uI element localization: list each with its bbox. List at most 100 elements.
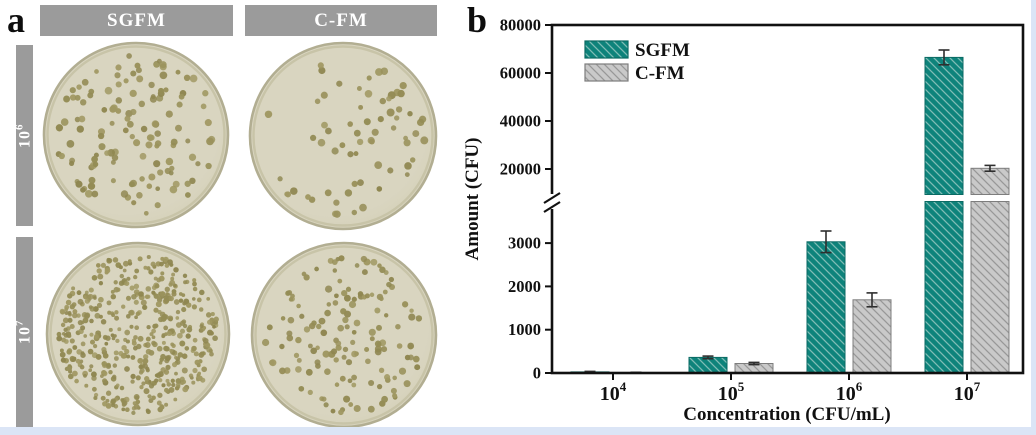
- colony-dot: [353, 151, 359, 157]
- colony-dot: [207, 319, 213, 325]
- colony-dot: [171, 382, 176, 388]
- colony-dot: [318, 66, 326, 75]
- colony-dot: [135, 375, 141, 381]
- colony-dot: [374, 161, 383, 169]
- colony-dot: [296, 357, 302, 363]
- colony-dot: [67, 311, 72, 315]
- colony-dot: [286, 330, 293, 337]
- colony-dot: [104, 86, 113, 95]
- colony-dot: [392, 375, 397, 381]
- colony-dot: [151, 120, 159, 128]
- colony-dot: [170, 276, 175, 281]
- colony-dot: [179, 340, 186, 347]
- colony-dot: [128, 309, 135, 316]
- colony-dot: [111, 374, 117, 380]
- colony-dot: [121, 344, 127, 351]
- colony-dot: [88, 287, 94, 293]
- colony-dot: [106, 300, 112, 306]
- colony-dot: [115, 97, 123, 104]
- colony-dot: [159, 291, 166, 297]
- colony-dot: [338, 409, 344, 416]
- x-tick-label-10e5: 105: [718, 379, 745, 405]
- colony-dot: [139, 176, 145, 182]
- colony-dot: [376, 324, 382, 331]
- colony-dot: [324, 309, 331, 317]
- colony-dot: [135, 311, 141, 317]
- colony-dot: [175, 382, 181, 388]
- colony-dot: [80, 352, 86, 358]
- colony-dot: [169, 185, 178, 194]
- colony-dot: [91, 190, 99, 198]
- colony-dot: [200, 103, 207, 110]
- colony-dot: [320, 329, 328, 337]
- colony-dot: [414, 364, 421, 371]
- colony-dot: [401, 301, 409, 308]
- colony-dot: [182, 301, 187, 306]
- colony-dot: [137, 335, 144, 342]
- colony-dot: [93, 333, 99, 340]
- colony-dot: [151, 395, 156, 401]
- colony-dot: [325, 127, 332, 135]
- bar-sgfm-10e7: [924, 201, 964, 374]
- colony-dot: [110, 398, 117, 404]
- colony-dot: [64, 304, 70, 310]
- colony-dot: [110, 178, 116, 184]
- colony-dot: [133, 403, 140, 410]
- colony-dot: [105, 335, 111, 341]
- colony-dot: [333, 357, 339, 363]
- colony-dot: [360, 255, 368, 263]
- colony-dot: [356, 138, 364, 146]
- colony-dot: [390, 125, 397, 131]
- colony-dot: [134, 315, 138, 320]
- colony-dot: [129, 324, 134, 329]
- colony-dot: [101, 346, 107, 353]
- colony-dot: [89, 364, 94, 369]
- colony-dot: [164, 355, 171, 361]
- colony-dot: [116, 287, 121, 292]
- colony-dot: [176, 101, 183, 108]
- error-bar-bar-sgfm-10e6: [820, 230, 832, 254]
- colony-dot: [94, 312, 101, 319]
- colony-dot: [331, 259, 338, 265]
- colony-dot: [381, 395, 388, 403]
- colony-dot: [143, 388, 150, 395]
- colony-dot: [129, 89, 137, 98]
- colony-dot: [97, 273, 104, 280]
- colony-dot: [119, 385, 125, 391]
- colony-dot: [140, 299, 147, 306]
- colony-dot: [161, 383, 166, 388]
- colony-dot: [124, 348, 130, 355]
- axis-break-gap: [549, 194, 555, 209]
- colony-dot: [146, 254, 151, 260]
- colony-dot: [125, 295, 132, 301]
- colony-dot: [125, 313, 131, 319]
- colony-dot: [128, 181, 135, 188]
- colony-dot: [206, 346, 213, 353]
- colony-dot: [374, 307, 381, 314]
- colony-dot: [71, 302, 77, 307]
- colony-dot: [56, 335, 63, 342]
- colony-dot: [167, 259, 173, 266]
- colony-dot: [287, 316, 295, 324]
- colony-dot: [63, 95, 71, 103]
- colony-dot: [205, 162, 212, 170]
- colony-dot: [185, 138, 191, 144]
- colony-dot: [337, 278, 343, 284]
- colony-dot: [148, 173, 156, 181]
- colony-dot: [59, 351, 66, 358]
- colony-dot: [147, 394, 152, 399]
- colony-dot: [379, 97, 387, 105]
- colony-dot: [159, 61, 167, 69]
- colony-dot: [142, 358, 149, 364]
- colony-dot: [81, 78, 89, 86]
- colony-dot: [188, 373, 194, 379]
- colony-dot: [100, 395, 106, 401]
- colony-dot: [279, 343, 285, 350]
- colony-dot: [317, 138, 326, 147]
- colony-dot: [154, 202, 161, 209]
- colony-dot: [386, 95, 392, 102]
- colony-dot: [369, 292, 375, 298]
- colony-dot: [201, 366, 208, 373]
- colony-dot: [79, 364, 85, 370]
- colony-dot: [100, 319, 107, 325]
